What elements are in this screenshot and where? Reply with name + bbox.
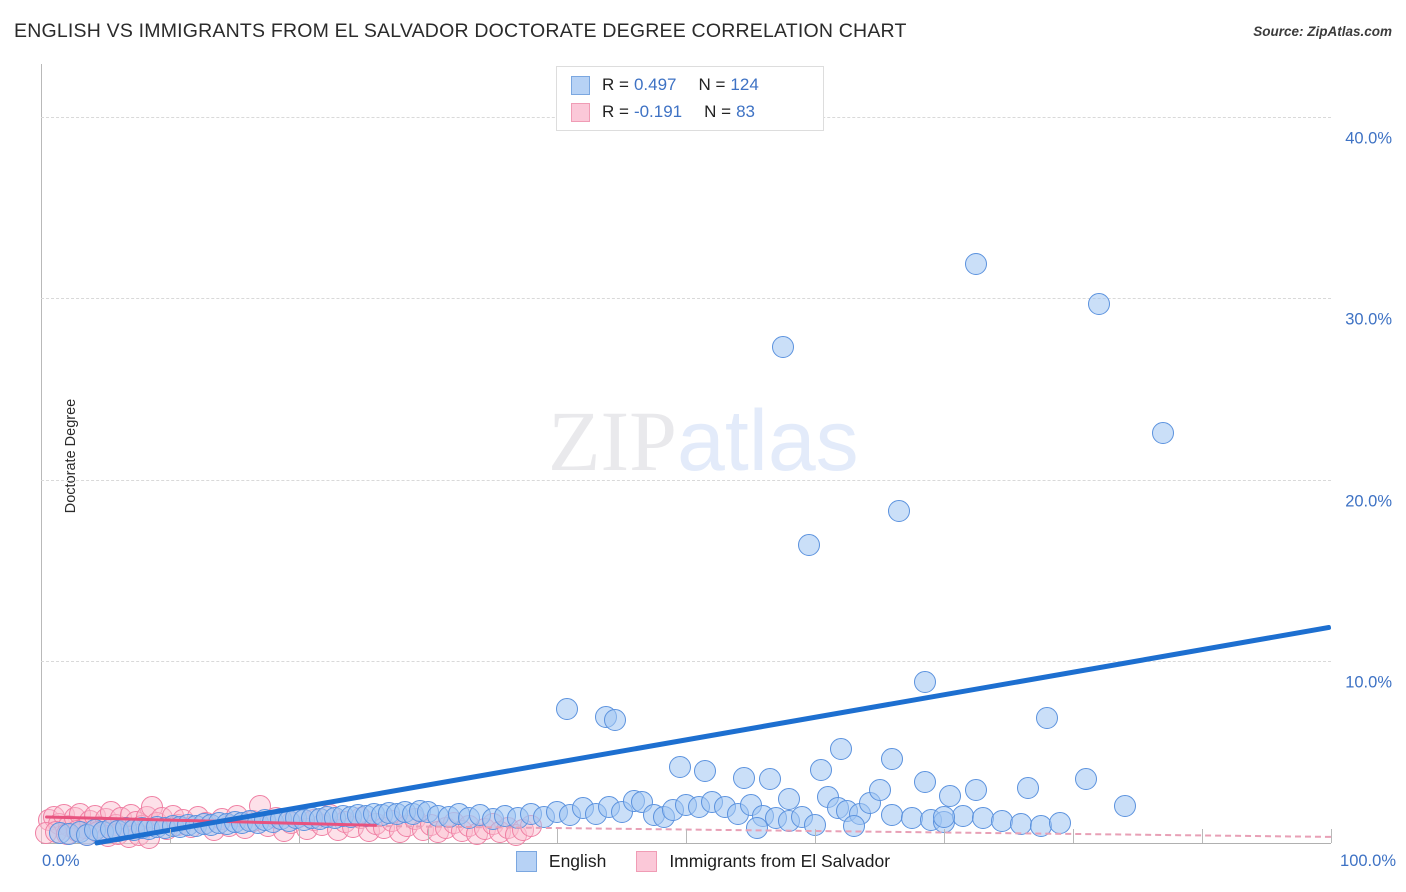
x-axis-tick: [944, 829, 945, 843]
scatter-point: [1087, 292, 1110, 315]
gridline-y: [41, 661, 1331, 663]
scatter-point: [1152, 421, 1175, 444]
scatter-point: [556, 697, 579, 720]
scatter-point: [887, 499, 910, 522]
r-label-english: R =: [602, 75, 629, 94]
scatter-point: [1016, 776, 1039, 799]
scatter-point: [1074, 768, 1097, 791]
scatter-point: [733, 766, 756, 789]
r-value-english: 0.497: [633, 75, 677, 94]
scatter-point: [868, 779, 891, 802]
n-value-immigrants: 83: [736, 102, 755, 121]
scatter-point: [939, 784, 962, 807]
scatter-point: [965, 779, 988, 802]
plot-area: ZIPatlas: [35, 64, 1332, 849]
n-value-english: 124: [730, 75, 759, 94]
legend-item-english[interactable]: English: [515, 851, 607, 872]
scatter-point: [758, 767, 781, 790]
x-axis-tick: [170, 829, 171, 843]
scatter-point: [745, 816, 768, 839]
correlation-stats-legend: R = 0.497 N = 124 R = -0.191 N = 83: [556, 66, 824, 131]
legend-label-english: English: [548, 851, 607, 871]
legend-color-immigrants: [636, 851, 658, 872]
r-label-immigrants: R =: [602, 102, 629, 121]
gridline-y: [41, 298, 1331, 300]
y-axis-line: [41, 64, 42, 844]
scatter-point: [1036, 706, 1059, 729]
legend-swatch-english: [571, 75, 590, 95]
stats-row-immigrants: R = -0.191 N = 83: [571, 99, 809, 126]
zipatlas-watermark: ZIPatlas: [548, 398, 859, 484]
legend-color-english: [515, 851, 537, 872]
scatter-point: [694, 760, 717, 783]
y-axis-tick-label: 40.0%: [1345, 129, 1392, 148]
legend-swatch-immigrants: [571, 102, 590, 122]
watermark-atlas: atlas: [677, 393, 859, 489]
x-axis-tick: [557, 829, 558, 843]
scatter-point: [829, 737, 852, 760]
x-axis-tick: [1202, 829, 1203, 843]
x-axis-tick: [815, 829, 816, 843]
scatter-point: [771, 336, 794, 359]
scatter-point: [1113, 794, 1136, 817]
legend-label-immigrants: Immigrants from El Salvador: [669, 851, 891, 871]
x-axis-tick: [428, 829, 429, 843]
n-label-immigrants: N =: [704, 102, 732, 121]
x-axis-tick: [1331, 829, 1332, 843]
x-axis-line: [41, 843, 1331, 844]
scatter-point: [797, 534, 820, 557]
y-axis-tick-label: 20.0%: [1345, 492, 1392, 511]
scatter-point: [778, 788, 801, 811]
series-legend: English Immigrants from El Salvador: [0, 851, 1406, 872]
x-axis-tick: [299, 829, 300, 843]
x-axis-tick: [686, 829, 687, 843]
scatter-point: [913, 771, 936, 794]
x-axis-tick-label-max: 100.0%: [1340, 852, 1396, 870]
y-axis-tick-label: 30.0%: [1345, 310, 1392, 329]
n-label-english: N =: [698, 75, 726, 94]
scatter-point: [933, 805, 955, 828]
gridline-y: [41, 479, 1331, 481]
y-axis-tick-label: 10.0%: [1345, 673, 1392, 692]
x-axis-tick-label-min: 0.0%: [42, 852, 80, 870]
scatter-point: [965, 252, 988, 275]
x-axis-tick: [1073, 829, 1074, 843]
stats-row-english: R = 0.497 N = 124: [571, 72, 809, 99]
legend-item-immigrants[interactable]: Immigrants from El Salvador: [636, 851, 890, 872]
scatter-point: [913, 671, 936, 694]
scatter-point: [668, 755, 691, 778]
r-value-immigrants: -0.191: [633, 102, 683, 121]
page-title: ENGLISH VS IMMIGRANTS FROM EL SALVADOR D…: [14, 20, 907, 42]
scatter-point: [881, 747, 904, 770]
scatter-point: [1049, 812, 1072, 835]
scatter-point: [842, 815, 865, 838]
scatter-point: [604, 708, 627, 731]
scatter-point: [810, 759, 833, 782]
source-label: Source: ZipAtlas.com: [1253, 24, 1392, 39]
watermark-zip: ZIP: [548, 393, 677, 489]
